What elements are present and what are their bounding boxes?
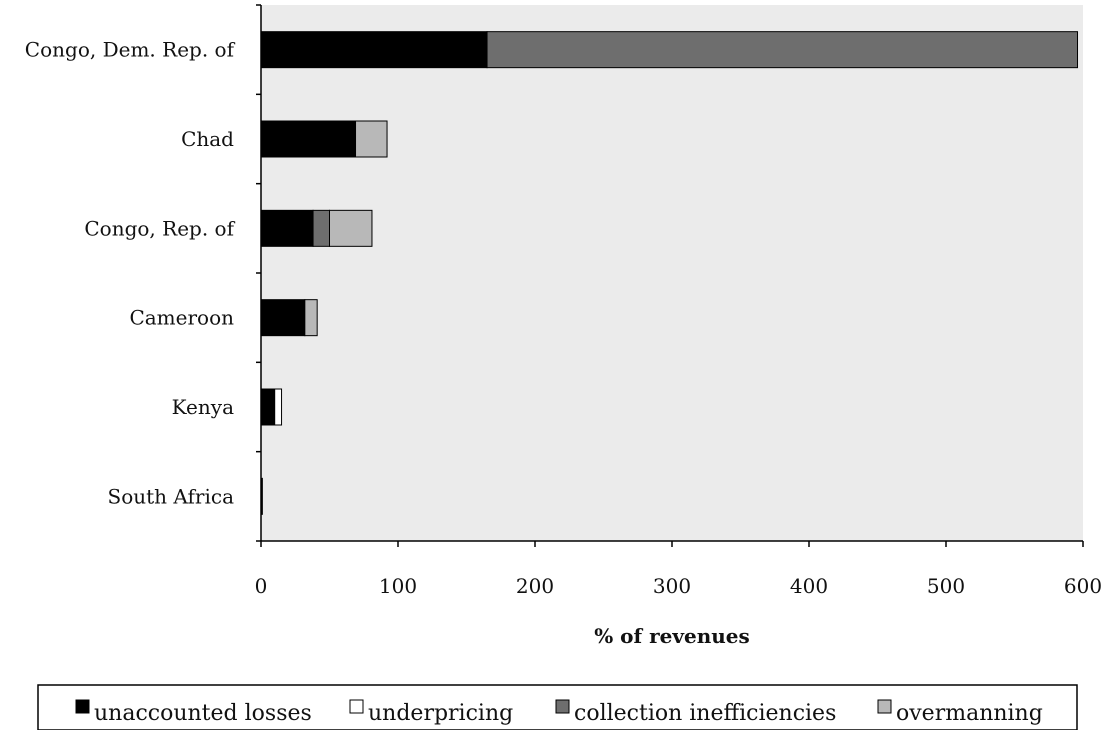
- bar-segment-1-0: [260, 120, 357, 158]
- bar-segment-1-3: [355, 120, 388, 158]
- x-tick-label: 500: [927, 574, 965, 598]
- bar-segment-2-3: [329, 209, 373, 247]
- plot-background: [261, 5, 1083, 541]
- legend-label: underpricing: [368, 701, 513, 726]
- y-tick-label: South Africa: [108, 484, 235, 508]
- legend-label: overmanning: [896, 701, 1043, 726]
- bar-segment-2-2: [312, 209, 330, 247]
- legend: unaccounted losses underpricing collection…: [75, 699, 1043, 726]
- y-tick-label: Kenya: [172, 395, 234, 419]
- bar-segment-4-1: [274, 388, 283, 426]
- legend-swatch: [349, 699, 364, 714]
- legend-swatch: [555, 699, 570, 714]
- y-tick-label: Congo, Dem. Rep. of: [25, 38, 236, 62]
- legend-label: unaccounted losses: [94, 701, 312, 726]
- y-axis-labels: Congo, Dem. Rep. of Chad Congo, Rep. of Cam…: [25, 38, 236, 509]
- legend-label: collection inefficiencies: [574, 701, 836, 726]
- bar-segment-3-3: [304, 299, 318, 337]
- x-tick-label: 200: [516, 574, 554, 598]
- y-tick-label: Cameroon: [129, 306, 234, 330]
- legend-swatch: [75, 699, 90, 714]
- x-tick-label: 400: [790, 574, 828, 598]
- x-tick-label: 600: [1064, 574, 1102, 598]
- legend-swatch: [877, 699, 892, 714]
- bar-segment-0-0: [260, 31, 488, 69]
- y-tick-label: Congo, Rep. of: [84, 216, 235, 240]
- x-axis-title: % of revenues: [594, 624, 750, 648]
- bar-segment-0-2: [486, 31, 1079, 69]
- x-tick-label: 0: [255, 574, 268, 598]
- y-axis-ticks: [256, 4, 261, 542]
- bar-segment-2-0: [260, 209, 314, 247]
- x-tick-label: 300: [653, 574, 691, 598]
- x-axis-ticks: 0 100 200 300 400 500 600: [255, 541, 1102, 598]
- bar-segment-4-0: [260, 388, 276, 426]
- bar-segment-3-0: [260, 299, 306, 337]
- x-tick-label: 100: [379, 574, 417, 598]
- bars-layer: [260, 31, 1079, 515]
- y-tick-label: Chad: [181, 127, 234, 151]
